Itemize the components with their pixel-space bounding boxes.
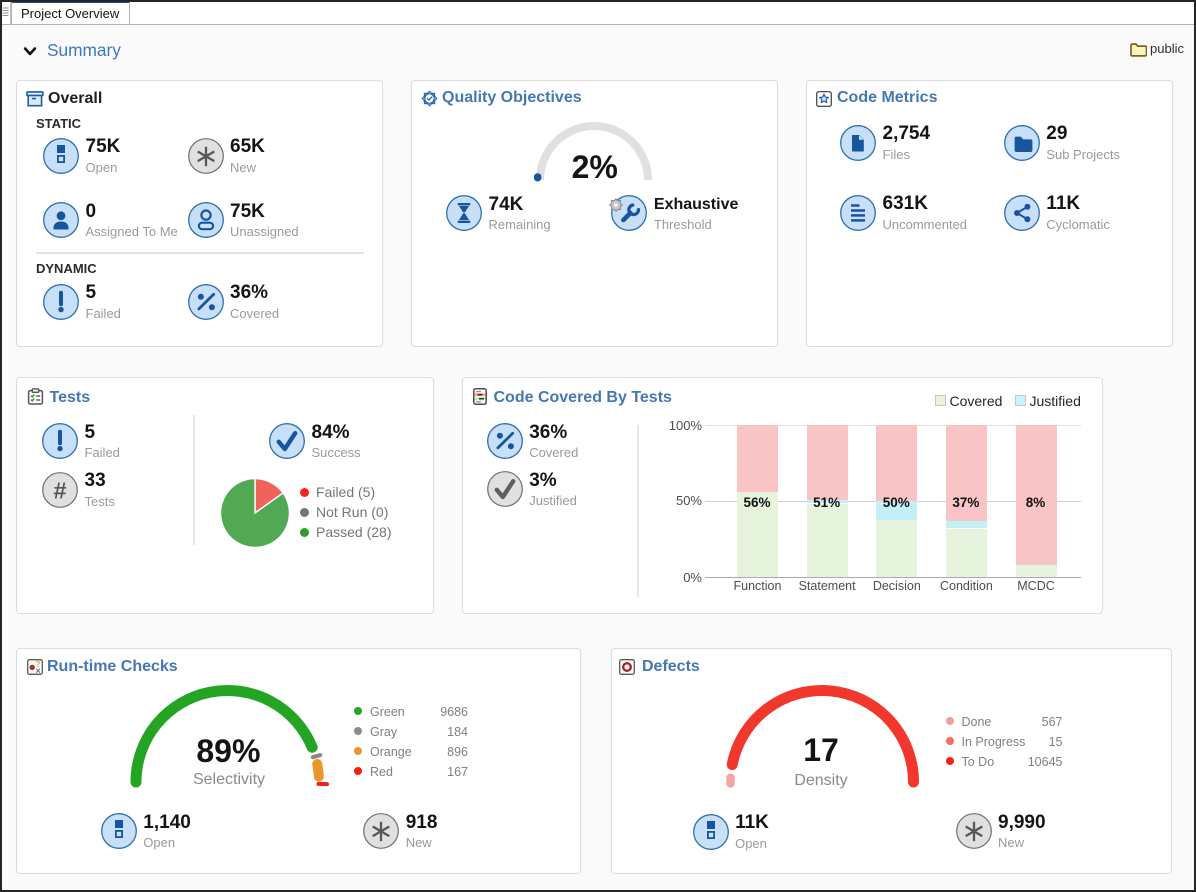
svg-text:?: ? xyxy=(36,660,41,669)
svg-text:#: # xyxy=(53,477,66,503)
